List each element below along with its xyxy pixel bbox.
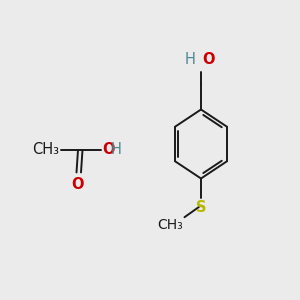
Text: O: O — [202, 52, 215, 67]
Text: O: O — [72, 177, 84, 192]
Text: H: H — [111, 142, 122, 158]
Text: H: H — [185, 52, 196, 67]
Text: O: O — [102, 142, 115, 158]
Text: CH₃: CH₃ — [157, 218, 183, 232]
Text: S: S — [196, 200, 206, 215]
Text: CH₃: CH₃ — [32, 142, 59, 158]
